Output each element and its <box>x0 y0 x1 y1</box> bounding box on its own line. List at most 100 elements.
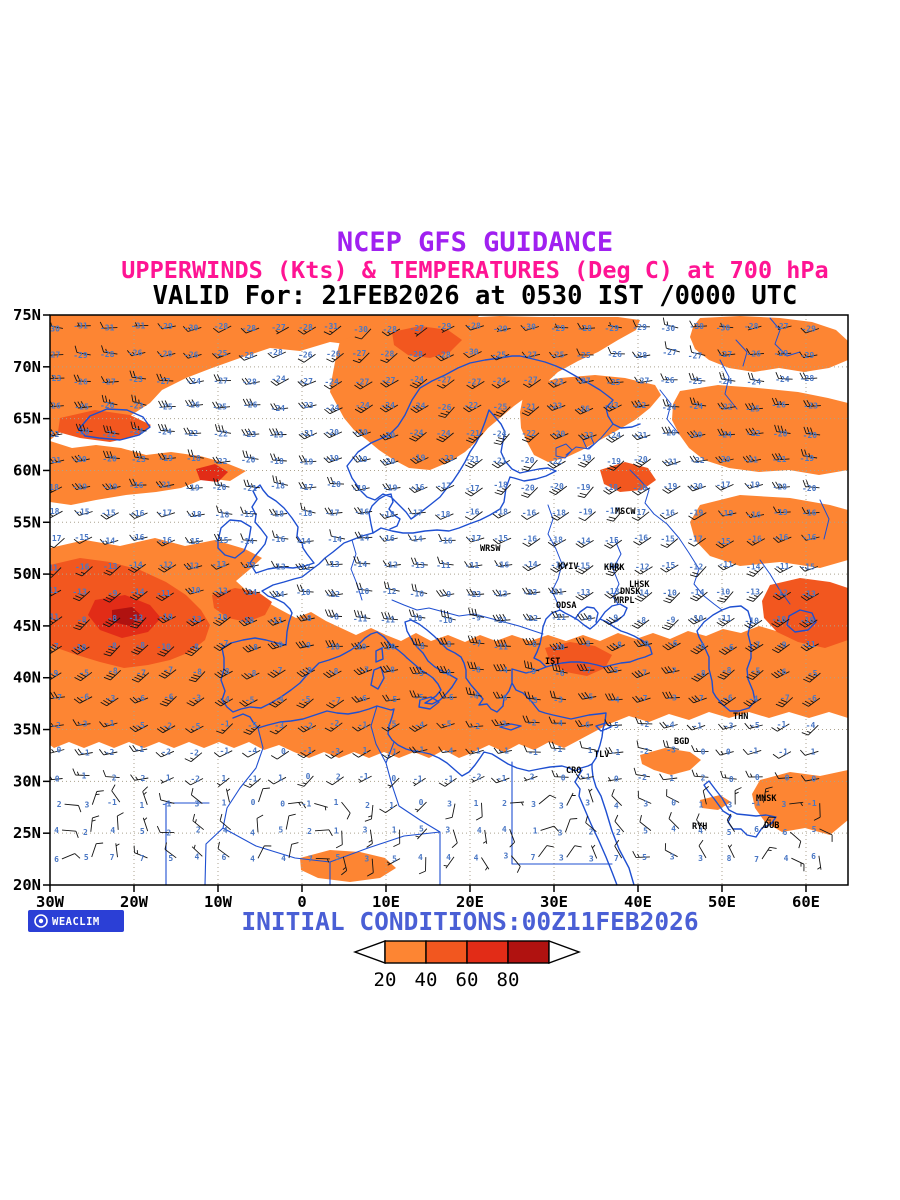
wind-barb <box>440 609 456 621</box>
wind-barb <box>771 481 790 489</box>
temperature-value: -5 <box>135 721 145 730</box>
temperature-value: 7 <box>531 853 536 862</box>
temperature-value: -3 <box>330 747 340 756</box>
wind-barb <box>663 592 681 604</box>
wind-barb <box>133 845 148 859</box>
wind-barb <box>270 403 289 411</box>
wind-barb <box>257 845 272 859</box>
temperature-value: -27 <box>774 322 789 331</box>
temperature-value: -1 <box>302 799 312 808</box>
wind-barb <box>439 691 457 699</box>
temperature-value: 3 <box>531 800 536 809</box>
temperature-value: -1 <box>528 748 538 757</box>
wind-barb <box>492 537 512 545</box>
temperature-value: -28 <box>466 322 481 331</box>
y-axis-label: 50N <box>13 565 41 583</box>
temperature-value: -28 <box>268 348 283 357</box>
y-axis-label: 45N <box>13 617 41 635</box>
wind-barb <box>212 325 232 333</box>
wind-barb <box>216 723 234 734</box>
wind-barb <box>267 776 287 785</box>
wind-barb <box>238 354 258 361</box>
temperature-value: -4 <box>498 666 508 675</box>
wind-barb <box>771 453 790 461</box>
temperature-value: -20 <box>633 455 648 464</box>
wind-barb <box>298 431 318 440</box>
wind-barb <box>185 587 204 595</box>
wind-barb <box>50 537 65 549</box>
wind-barb <box>746 669 764 680</box>
wind-barb <box>772 751 792 759</box>
wind-barb <box>633 767 650 778</box>
temperature-value: -5 <box>609 666 619 675</box>
wind-barb <box>217 841 230 858</box>
wind-barb <box>64 803 82 813</box>
temperature-value: -10 <box>662 589 677 598</box>
wind-barb <box>451 829 458 849</box>
temperature-value: -20 <box>633 484 648 493</box>
wind-barb <box>520 324 540 331</box>
wind-barb <box>605 564 623 577</box>
wind-barb <box>726 813 735 833</box>
legend-cell-40-60 <box>425 940 468 964</box>
temperature-value: -18 <box>604 483 619 492</box>
temperature-value: -5 <box>388 695 398 704</box>
wind-barb <box>611 788 623 807</box>
wind-barb <box>214 698 234 707</box>
temperature-value: 7 <box>110 853 115 862</box>
temperature-value: -7 <box>163 666 173 675</box>
wind-barb <box>129 617 147 629</box>
wind-barb <box>158 669 177 679</box>
wind-barb <box>690 591 708 602</box>
wind-barb <box>631 619 650 629</box>
temperature-value: -5 <box>808 669 818 678</box>
temperature-value: -27 <box>523 376 538 385</box>
temperature-value: -18 <box>215 510 230 519</box>
temperature-value: -8 <box>189 642 199 651</box>
wind-barb <box>142 817 149 832</box>
legend-tick-80: 80 <box>497 969 520 991</box>
temperature-value: -24 <box>409 428 424 437</box>
temperature-value: -18 <box>270 510 285 519</box>
temperature-value: -2 <box>189 749 199 758</box>
logo-ring-icon <box>34 914 48 928</box>
wind-barb <box>746 538 766 546</box>
wind-barb <box>380 379 399 388</box>
wind-barb <box>74 509 93 516</box>
temperature-value: 8 <box>727 854 732 863</box>
wind-barb <box>662 691 680 699</box>
wind-barb <box>129 512 148 519</box>
temperature-value: -10 <box>410 590 425 599</box>
temperature-value: -26 <box>607 350 622 359</box>
wind-barb <box>482 829 488 844</box>
wind-barb <box>324 609 343 617</box>
wind-barb <box>605 376 624 384</box>
wind-barb <box>242 644 262 653</box>
wind-barb <box>548 587 567 595</box>
temperature-value: 1 <box>811 747 816 756</box>
temperature-value: -8 <box>248 643 258 652</box>
temperature-value: -12 <box>382 587 397 596</box>
coastline-path-france-iberia <box>220 532 408 713</box>
temperature-value: -13 <box>271 562 286 571</box>
wind-barb <box>688 512 707 521</box>
wind-barb <box>212 590 231 598</box>
temperature-value: -15 <box>716 537 731 546</box>
wind-barb <box>631 511 650 521</box>
wind-barb <box>614 839 623 859</box>
temperature-value: -1 <box>581 773 591 782</box>
city-label: RYH <box>692 822 707 832</box>
wind-barb <box>103 592 121 603</box>
wind-barb <box>771 397 790 405</box>
wind-barb <box>633 639 653 648</box>
wind-barb <box>50 486 63 494</box>
temperature-value: -25 <box>745 404 760 413</box>
wind-barb <box>185 725 204 734</box>
wind-barb <box>99 538 119 545</box>
temperature-value: -1 <box>162 799 172 808</box>
wind-barb <box>661 459 681 467</box>
wind-barb <box>436 379 455 389</box>
wind-barb <box>604 590 623 599</box>
temperature-value: -7 <box>667 667 677 676</box>
wind-barb <box>410 455 429 464</box>
